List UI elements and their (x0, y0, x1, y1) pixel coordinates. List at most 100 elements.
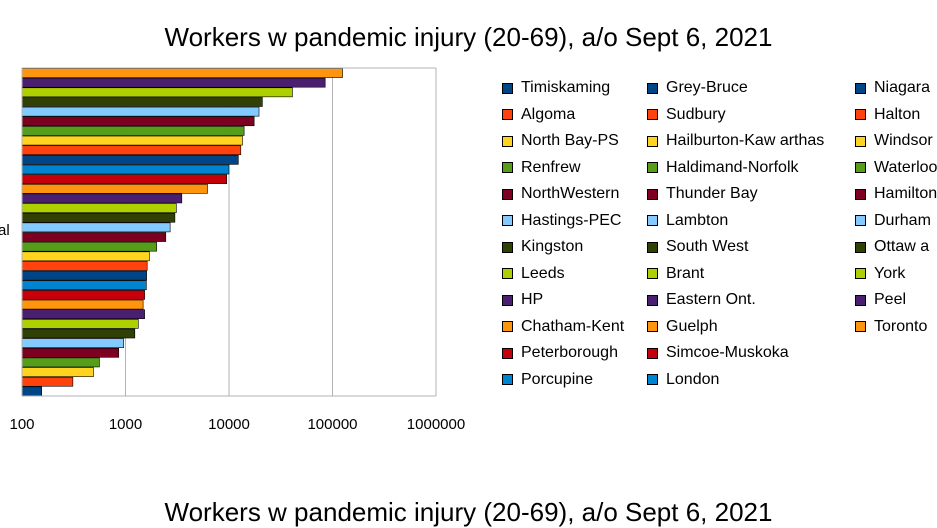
bar-york (21, 87, 293, 98)
legend-label: Timiskaming (521, 79, 611, 96)
legend-label: Hastings-PEC (521, 211, 622, 229)
legend-item: Toronto (855, 317, 927, 337)
legend-swatch (502, 294, 513, 306)
legend-swatch (647, 82, 658, 94)
legend-swatch (647, 241, 658, 253)
legend-label: Chatham-Kent (521, 317, 625, 335)
legend-item: Hamilton (855, 184, 937, 204)
chart-title: Workers w pandemic injury (20-69), a/o S… (164, 22, 773, 52)
bar-hailburton-kaw-arthas (21, 251, 150, 262)
bar-hastings-pec (21, 338, 124, 348)
bars (21, 68, 343, 397)
legend-swatch (855, 215, 866, 226)
bar-london (21, 164, 230, 175)
legend-swatch (855, 241, 866, 253)
legend-swatch (502, 268, 513, 279)
legend-label: South West (666, 238, 749, 255)
legend-swatch (855, 135, 866, 147)
legend-item: Durham (855, 211, 931, 231)
bar-algoma (21, 376, 74, 387)
legend-label: London (666, 370, 720, 388)
bar-hamilton (21, 116, 255, 127)
legend-item: Timiskaming (502, 78, 610, 98)
legend-item: Ottaw a (855, 237, 929, 257)
legend-label: Windsor (874, 132, 933, 149)
legend-label: Lambton (666, 211, 729, 229)
legend-item: North Bay-PS (502, 131, 619, 151)
legend-swatch (647, 347, 658, 359)
legend-label: Niagara (874, 79, 931, 96)
bar-south-west (21, 212, 176, 223)
x-tick-labels: 100 1000 10000 100000 1000000 (9, 416, 465, 433)
legend-label: Halton (874, 105, 921, 123)
legend-item: Thunder Bay (647, 184, 758, 204)
axes (21, 67, 437, 397)
bar-thunder-bay (21, 232, 167, 242)
legend-swatch (502, 82, 513, 94)
legend-swatch (647, 135, 658, 147)
bar-niagara (21, 155, 239, 165)
legend-item: Halton (855, 105, 920, 125)
legend-item: Leeds (502, 264, 565, 284)
legend-item: Waterloo (855, 158, 937, 178)
bar-halton (21, 145, 242, 156)
legend-label: Porcupine (521, 370, 594, 388)
bar-lambton (21, 222, 171, 233)
bar-timiskaming (21, 386, 42, 397)
legend-swatch (647, 109, 658, 120)
legend-item: York (855, 264, 905, 284)
legend-swatch (647, 268, 658, 279)
legend-swatch (647, 162, 658, 173)
legend-item: Eastern Ont. (647, 290, 756, 310)
legend-label: Leeds (521, 264, 565, 282)
legend-label: Kingston (521, 238, 584, 255)
legend-item: Brant (647, 264, 704, 284)
legend-label: North Bay-PS (521, 132, 619, 149)
legend-label: Grey-Bruce (666, 79, 748, 96)
legend-item: Porcupine (502, 370, 593, 390)
bar-northwestern (21, 347, 120, 358)
legend-swatch (647, 294, 658, 306)
legend-item: Kingston (502, 237, 583, 257)
legend-swatch (502, 109, 513, 120)
legend-item: Algoma (502, 105, 575, 125)
legend-item: Lambton (647, 211, 728, 231)
bar-simcoe-muskoka (21, 174, 227, 184)
legend-swatch (502, 374, 513, 385)
legend-label: Algoma (521, 105, 576, 123)
bar-hp (21, 309, 145, 320)
legend-item: London (647, 370, 719, 390)
legend-label: Thunder Bay (666, 185, 758, 202)
y-axis-label-fragment: al (0, 222, 10, 239)
legend-label: Eastern Ont. (666, 291, 756, 308)
legend-label: HP (521, 291, 544, 308)
legend-label: Waterloo (874, 158, 937, 176)
chart-title-repeat: Workers w pandemic injury (20-69), a/o S… (164, 497, 773, 527)
bar-chart: 100 1000 10000 100000 1000000 (9, 67, 465, 433)
legend-swatch (855, 268, 866, 279)
legend-item: Guelph (647, 317, 718, 337)
legend-swatch (855, 82, 866, 94)
bar-grey-bruce (21, 270, 147, 281)
legend-item: Chatham-Kent (502, 317, 624, 337)
legend-item: NorthWestern (502, 184, 619, 204)
legend-item: Renfrew (502, 158, 581, 178)
bar-porcupine (21, 280, 147, 291)
legend-swatch (502, 162, 513, 173)
legend-item: Windsor (855, 131, 933, 151)
legend-label: York (874, 264, 906, 282)
legend-swatch (855, 294, 866, 306)
bar-toronto (21, 68, 343, 78)
legend-swatch (502, 321, 513, 332)
x-tick-label: 100 (9, 416, 34, 433)
legend-swatch (502, 347, 513, 359)
legend-swatch (647, 188, 658, 200)
bar-peterborough (21, 290, 145, 300)
legend-item: Niagara (855, 78, 930, 98)
legend-item: Peterborough (502, 343, 618, 363)
legend-item: South West (647, 237, 748, 257)
bar-eastern-ont- (21, 193, 183, 204)
bar-guelph (21, 183, 208, 194)
legend-item: Hailburton-Kaw arthas (647, 131, 824, 151)
x-tick-label: 1000 (109, 416, 142, 433)
